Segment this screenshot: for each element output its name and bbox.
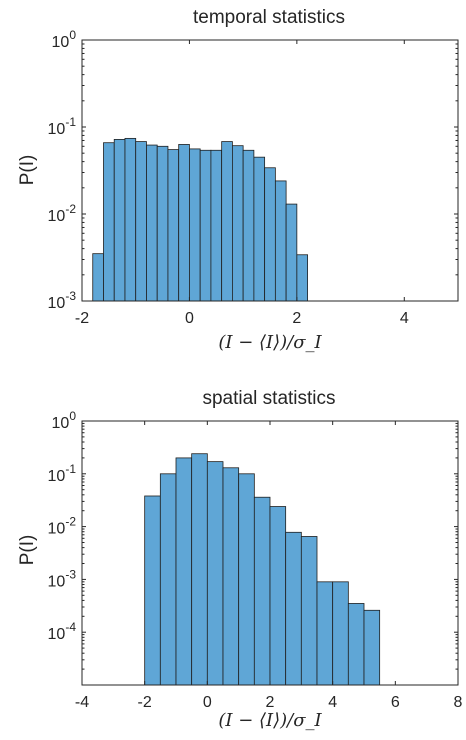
panel-1-bar (199, 149, 212, 302)
panel-1-ylabel: P(I) (17, 155, 38, 186)
panel-2-xtick-label: 4 (328, 694, 337, 711)
panel-1-xtick-label: 2 (292, 310, 301, 327)
panel-2-xtick-label: 6 (391, 694, 400, 711)
panel-1-xtick-label: 4 (400, 310, 409, 327)
panel-1-ytick-label: 10-3 (48, 289, 77, 312)
panel-2-bar (285, 531, 302, 686)
panel-2-xtick-label: -2 (138, 694, 152, 711)
panel-1-bar (92, 253, 104, 302)
panel-1-title: temporal statistics (193, 7, 345, 28)
panel-1-bar (178, 144, 190, 302)
panel-1-bar (264, 167, 276, 302)
panel-2-bar (238, 473, 255, 686)
panel-1-xtick-label: -2 (75, 310, 89, 327)
panel-1-bar (103, 142, 115, 302)
panel-2-ytick-label: 10-4 (48, 620, 77, 643)
panel-2-xtick-label: 8 (454, 694, 463, 711)
panel-1-bar (242, 149, 255, 302)
panel-1-xtick-label: 0 (185, 310, 194, 327)
panel-1-bars (92, 137, 308, 302)
panel-2-xtick-label: 0 (203, 694, 212, 711)
panel-2-bar (191, 453, 208, 686)
panel-1-bar (146, 144, 158, 302)
panel-2-bar (206, 461, 224, 686)
panel-2-xtick-label: 2 (266, 694, 275, 711)
panel-2-ytick-label: 10-3 (48, 567, 77, 590)
panel-1-bar (156, 145, 169, 302)
panel-2-xticks: -4 -2 0 2 4 6 8 (75, 421, 463, 711)
panel-2-bars (144, 453, 381, 686)
panel-1-ytick-label: 100 (52, 28, 77, 51)
panel-1-bar (296, 254, 308, 302)
panel-2-xtick-label: -4 (75, 694, 89, 711)
panel-2-ytick-label: 100 (52, 409, 77, 432)
panel-1-xlabel: (I − ⟨I⟩)/σ_I (218, 332, 322, 353)
panel-1-bar (210, 149, 223, 302)
panel-1-bar (124, 137, 137, 302)
spatial-panel: spatial statistics 10-4 10-3 10-2 10-1 100 -… (17, 388, 463, 731)
panel-1-bar (135, 141, 147, 302)
panel-2-bar (144, 495, 161, 686)
panel-2-ytick-label: 10-1 (48, 462, 77, 485)
panel-1-bar (274, 180, 287, 302)
panel-2-bar (347, 603, 365, 686)
panel-2-ytick-label: 10-2 (48, 515, 77, 538)
panel-1-bar (167, 149, 180, 302)
panel-1-bar (231, 145, 244, 302)
panel-1-bar (221, 141, 233, 302)
panel-1-bar (113, 139, 126, 302)
panel-1-bar (253, 156, 266, 302)
panel-2-bar (316, 581, 334, 686)
panel-1-bar (189, 148, 201, 302)
panel-2-bar (269, 506, 287, 686)
panel-2-xlabel: (I − ⟨I⟩)/σ_I (218, 710, 322, 731)
panel-2-bar (159, 473, 177, 686)
panel-2-bar (363, 609, 381, 686)
panel-2-bar (300, 536, 318, 686)
panel-2-bar (332, 581, 349, 686)
panel-2-bar (222, 467, 240, 686)
panel-1-xticks: -2 0 2 4 (75, 40, 409, 327)
panel-2-ylabel: P(I) (17, 535, 38, 566)
panel-2-bar (175, 457, 193, 686)
panel-2-title: spatial statistics (202, 388, 335, 409)
panel-1-bar (285, 203, 298, 302)
panel-2-bar (253, 496, 271, 686)
panel-1-ytick-label: 10-2 (48, 202, 77, 225)
panel-2-yticks: 10-4 10-3 10-2 10-1 100 (48, 409, 458, 670)
panel-1-ytick-label: 10-1 (48, 115, 77, 138)
temporal-panel: temporal statistics 10-3 10-2 10-1 100 -2 0 2… (17, 7, 459, 353)
panel-1-yticks: 10-3 10-2 10-1 100 (48, 28, 458, 312)
panel-1-axes-box (81, 39, 459, 302)
